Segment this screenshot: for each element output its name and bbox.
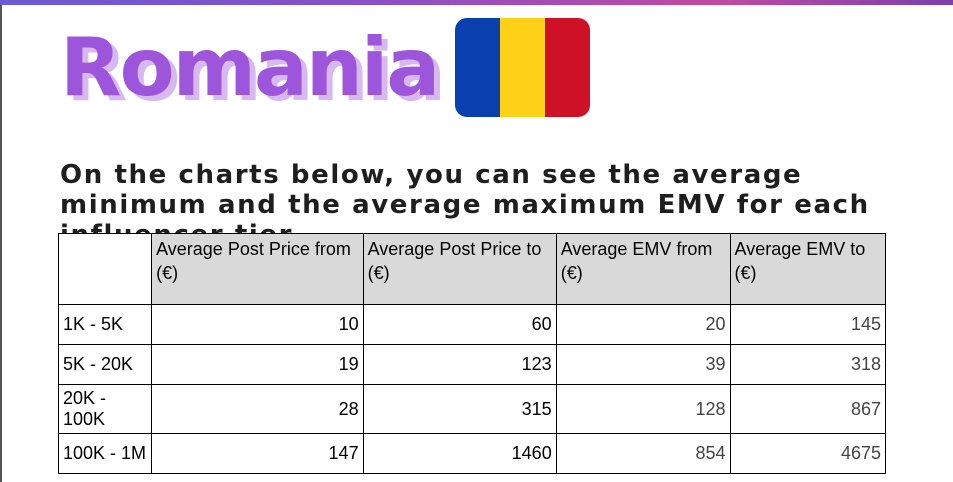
table-body: 1K - 5K 10 60 20 145 5K - 20K 19 123 39 318 20K - … — [57, 304, 887, 474]
left-border — [0, 5, 2, 482]
column-header: Average EMV from (€) — [555, 233, 731, 305]
table-cell: 128 — [555, 384, 731, 434]
column-header: Average EMV to (€) — [729, 233, 887, 305]
table-cell: 145 — [729, 304, 887, 345]
row-label: 1K - 5K — [57, 304, 153, 345]
table-cell: 867 — [729, 384, 887, 434]
row-label: 5K - 20K — [57, 344, 153, 385]
table-cell: 28 — [151, 384, 364, 434]
page-title: Romania — [60, 21, 440, 114]
table-cell: 315 — [362, 384, 557, 434]
table-cell: 854 — [555, 433, 731, 474]
row-label: 20K - 100K — [57, 384, 153, 434]
top-banner — [0, 0, 953, 5]
table-cell: 10 — [151, 304, 364, 345]
header-row: Average Post Price from (€) Average Post … — [57, 233, 887, 305]
table-cell: 19 — [151, 344, 364, 385]
table-row: 20K - 100K 28 315 128 867 — [57, 384, 887, 434]
price-table: Average Post Price from (€) Average Post … — [57, 233, 887, 474]
table-row: 1K - 5K 10 60 20 145 — [57, 304, 887, 345]
table-row: 100K - 1M 147 1460 854 4675 — [57, 433, 887, 474]
table-cell: 4675 — [729, 433, 887, 474]
column-header — [57, 233, 153, 305]
flag-icon — [455, 18, 590, 117]
table-cell: 1460 — [362, 433, 557, 474]
table-cell: 20 — [555, 304, 731, 345]
table-cell: 60 — [362, 304, 557, 345]
table-cell: 147 — [151, 433, 364, 474]
table-row: 5K - 20K 19 123 39 318 — [57, 344, 887, 385]
table-cell: 318 — [729, 344, 887, 385]
table-cell: 123 — [362, 344, 557, 385]
row-label: 100K - 1M — [57, 433, 153, 474]
table-cell: 39 — [555, 344, 731, 385]
subtitle: On the charts below, you can see the ave… — [60, 160, 870, 250]
column-header: Average Post Price from (€) — [151, 233, 364, 305]
column-header: Average Post Price to (€) — [362, 233, 557, 305]
